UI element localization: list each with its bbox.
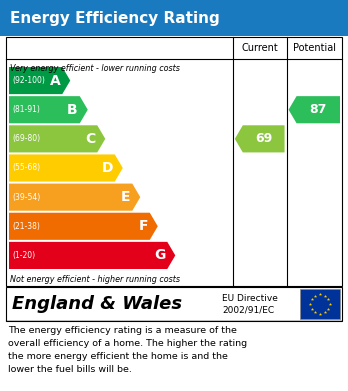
Text: (21-38): (21-38) xyxy=(12,222,40,231)
Text: Very energy efficient - lower running costs: Very energy efficient - lower running co… xyxy=(10,64,180,73)
Text: G: G xyxy=(154,248,165,262)
Polygon shape xyxy=(9,125,105,152)
Polygon shape xyxy=(9,242,175,269)
Bar xyxy=(0,0,348,36)
Polygon shape xyxy=(9,183,140,211)
Text: B: B xyxy=(67,103,78,117)
Bar xyxy=(6,287,342,321)
Text: Energy Efficiency Rating: Energy Efficiency Rating xyxy=(10,11,220,25)
Text: (92-100): (92-100) xyxy=(12,76,45,85)
Polygon shape xyxy=(9,67,70,94)
Text: (1-20): (1-20) xyxy=(12,251,35,260)
Polygon shape xyxy=(9,96,88,123)
Polygon shape xyxy=(288,96,340,123)
Text: EU Directive
2002/91/EC: EU Directive 2002/91/EC xyxy=(222,294,278,314)
Text: F: F xyxy=(138,219,148,233)
Text: (81-91): (81-91) xyxy=(12,105,40,114)
Text: (39-54): (39-54) xyxy=(12,193,40,202)
Text: A: A xyxy=(49,74,60,88)
Text: The energy efficiency rating is a measure of the
overall efficiency of a home. T: The energy efficiency rating is a measur… xyxy=(8,326,247,373)
Text: Potential: Potential xyxy=(293,43,336,53)
Text: 69: 69 xyxy=(255,133,272,145)
Bar xyxy=(300,289,340,319)
Text: Current: Current xyxy=(241,43,278,53)
Text: Not energy efficient - higher running costs: Not energy efficient - higher running co… xyxy=(10,275,180,284)
Text: E: E xyxy=(121,190,130,204)
Polygon shape xyxy=(9,213,158,240)
Polygon shape xyxy=(9,154,123,181)
Text: 87: 87 xyxy=(310,103,327,116)
Bar xyxy=(6,37,342,286)
Text: (55-68): (55-68) xyxy=(12,163,40,172)
Text: C: C xyxy=(85,132,95,146)
Polygon shape xyxy=(235,125,285,152)
Text: D: D xyxy=(101,161,113,175)
Text: (69-80): (69-80) xyxy=(12,135,40,143)
Text: England & Wales: England & Wales xyxy=(12,295,182,313)
